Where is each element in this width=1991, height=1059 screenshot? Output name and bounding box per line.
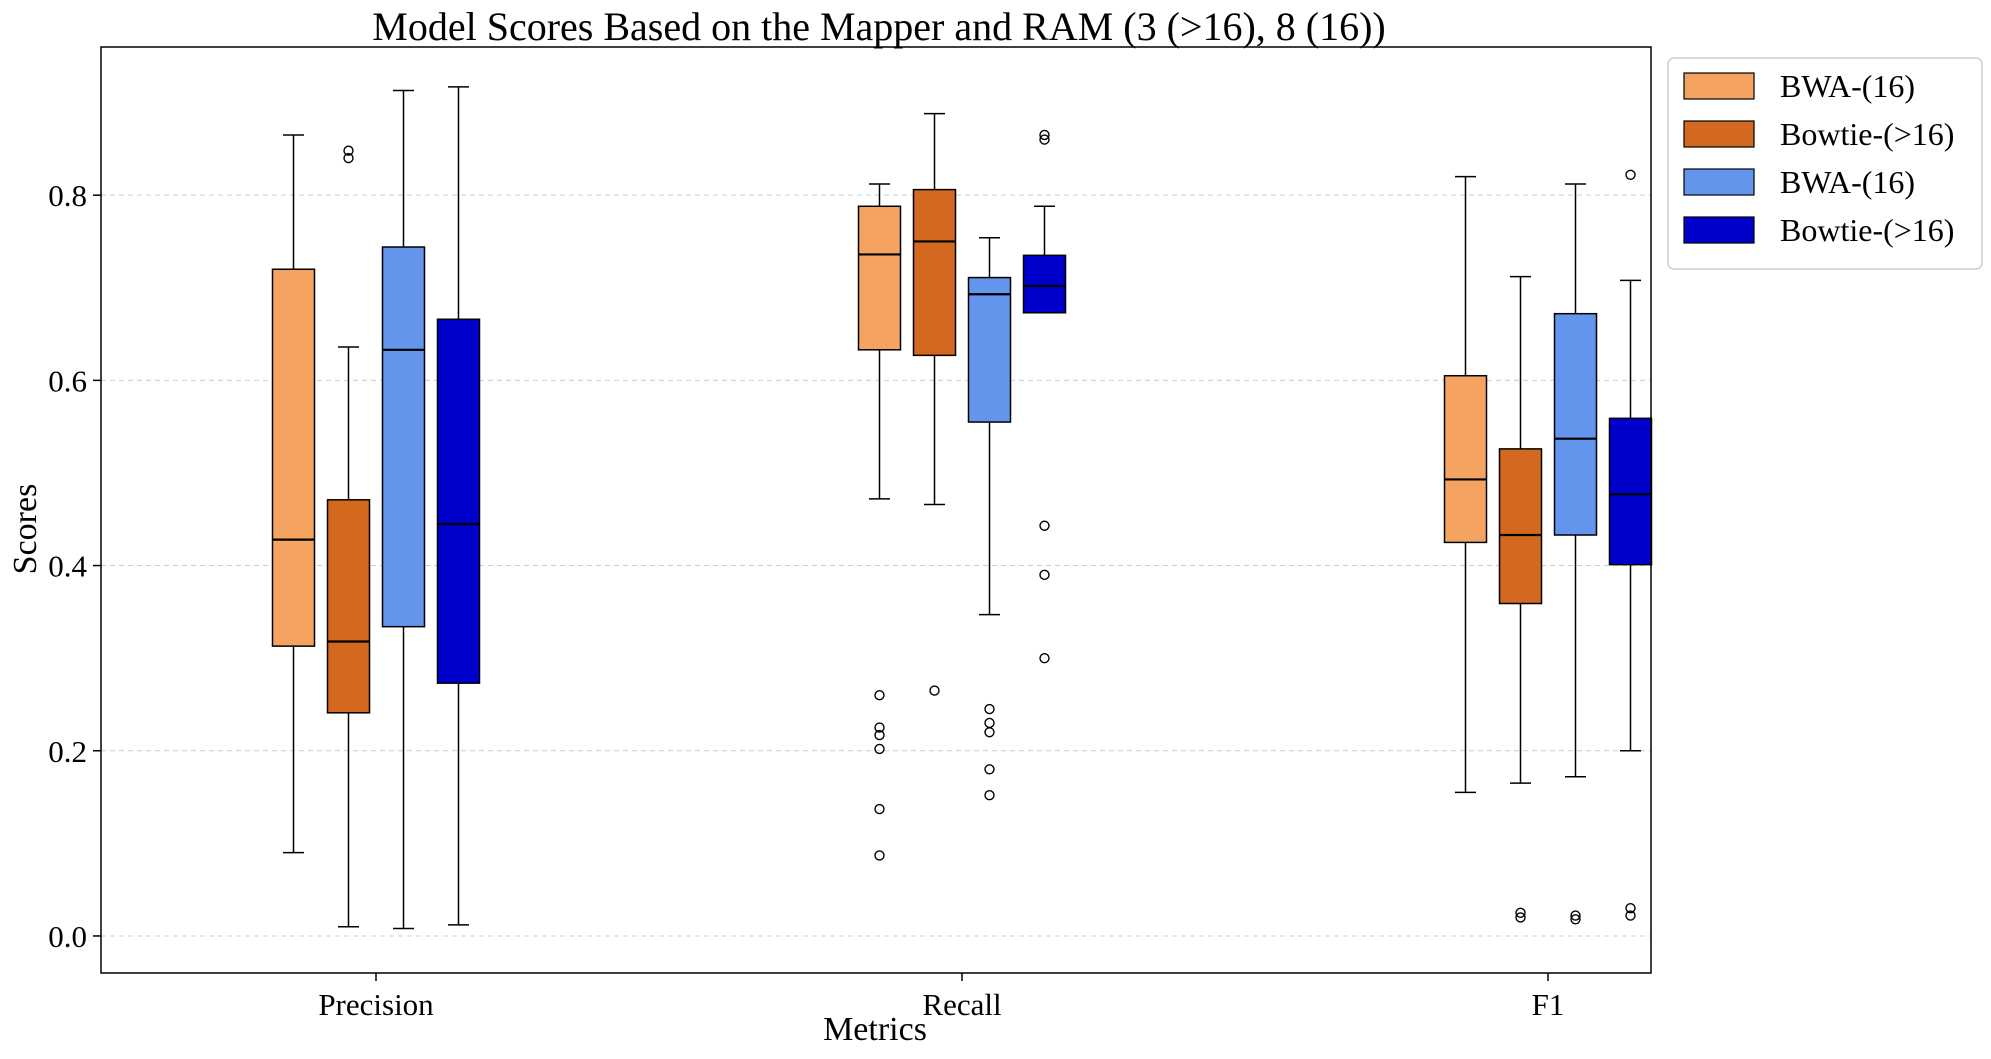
box-iqr	[1022, 254, 1067, 314]
outlier-point	[1625, 169, 1636, 180]
box-iqr	[1608, 417, 1653, 566]
outlier-point	[1570, 914, 1581, 925]
legend-label: BWA-(16)	[1780, 164, 1915, 200]
box-iqr	[1553, 312, 1598, 536]
outlier-point	[984, 727, 995, 738]
outlier-point	[874, 803, 885, 815]
legend: BWA-(16) Bowtie-(>16) BWA-(16) Bowtie-(>16)	[1667, 57, 1983, 270]
chart-title: Model Scores Based on the Mapper and RAM…	[372, 4, 1385, 49]
box-iqr	[967, 276, 1012, 423]
box-iqr	[857, 205, 902, 351]
outlier-point	[343, 152, 354, 164]
series-group	[271, 134, 1488, 861]
outlier-point	[984, 717, 995, 729]
box-iqr	[271, 268, 316, 647]
outlier-point	[929, 685, 940, 696]
outlier-point	[1515, 912, 1526, 923]
series-group	[381, 89, 1598, 930]
box-series-layer	[271, 86, 1653, 930]
x-tick-label: F1	[1532, 987, 1565, 1022]
legend-label: Bowtie-(>16)	[1780, 212, 1954, 248]
box-iqr	[912, 188, 957, 357]
box-iqr	[1498, 448, 1543, 605]
y-tick-label: 0.4	[48, 549, 87, 584]
outlier-point	[343, 145, 354, 156]
outlier-point	[1039, 129, 1050, 141]
y-axis-label: Scores	[7, 484, 44, 575]
box-iqr	[1443, 374, 1488, 544]
plot-area-frame	[100, 46, 1652, 974]
outlier-point	[874, 690, 885, 701]
outlier-point	[1039, 652, 1050, 664]
outlier-point	[874, 722, 885, 733]
outlier-point	[874, 729, 885, 741]
outlier-point	[1625, 910, 1636, 921]
outlier-point	[1570, 910, 1581, 921]
legend-swatch	[1683, 72, 1755, 100]
series-group	[436, 86, 1653, 926]
y-tick-label: 0.2	[48, 734, 87, 769]
outlier-point	[984, 764, 995, 775]
outlier-point	[874, 743, 885, 755]
outlier-point	[984, 790, 995, 801]
legend-label: BWA-(16)	[1780, 68, 1915, 104]
x-tick-label: Precision	[318, 987, 434, 1022]
box-iqr	[326, 499, 371, 714]
x-axis-label: Metrics	[823, 1011, 927, 1048]
legend-swatch	[1683, 168, 1755, 196]
outlier-point	[1515, 907, 1526, 919]
outlier-point	[1625, 902, 1636, 914]
legend-swatch	[1683, 120, 1755, 148]
series-group	[326, 112, 1543, 928]
axes: 0.0 0.2 0.4 0.6 0.8 Precision Recall F1	[48, 178, 1564, 1022]
legend-frame	[1667, 57, 1983, 270]
legend-swatch	[1683, 216, 1755, 244]
y-tick-label: 0.8	[48, 178, 87, 213]
outlier-point	[874, 850, 885, 861]
y-tick-label: 0.6	[48, 363, 87, 398]
legend-label: Bowtie-(>16)	[1780, 116, 1954, 152]
y-tick-label: 0.0	[48, 919, 87, 954]
outlier-point	[1039, 520, 1050, 531]
x-tick-label: Recall	[922, 987, 1001, 1022]
box-iqr	[381, 246, 426, 628]
outlier-point	[984, 703, 995, 715]
box-iqr	[436, 318, 481, 684]
outlier-point	[1039, 134, 1050, 145]
outlier-point	[1039, 569, 1050, 581]
